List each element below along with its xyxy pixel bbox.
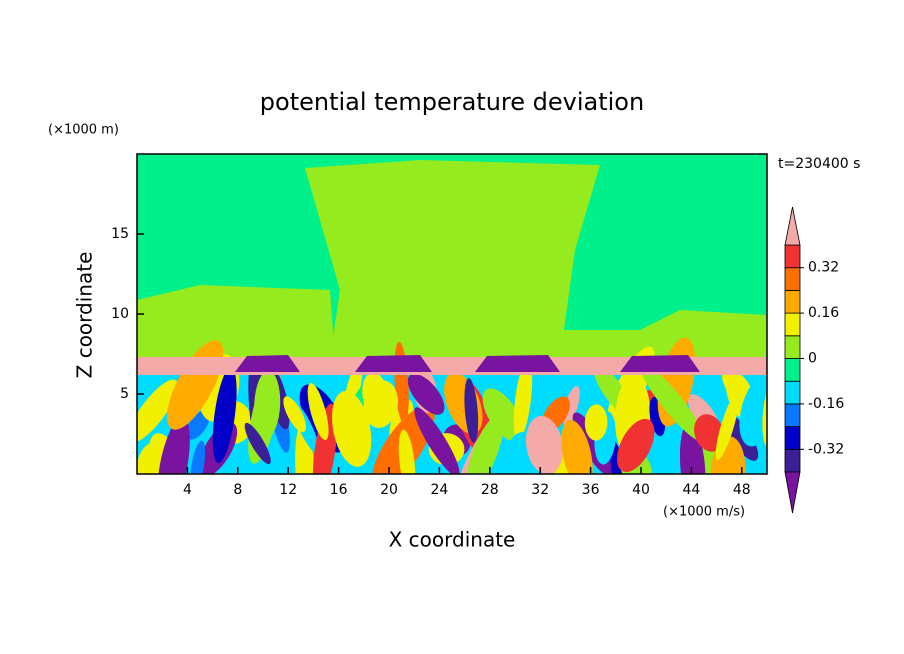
contour-region <box>561 419 593 474</box>
contour-region <box>244 422 271 465</box>
x-tick-label: 40 <box>632 482 650 498</box>
contour-region <box>584 404 608 441</box>
chart-title: potential temperature deviation <box>260 88 644 116</box>
contour-region <box>475 355 560 372</box>
contour-region <box>620 355 700 372</box>
colorbar-tick-label: 0.32 <box>808 260 839 276</box>
x-tick-label: 20 <box>380 482 398 498</box>
x-tick-label: 44 <box>682 482 700 498</box>
colorbar-box <box>784 335 801 359</box>
contour-region <box>407 373 445 415</box>
x-unit: (×1000 m/s) <box>663 505 745 520</box>
contour-region <box>185 410 210 440</box>
contour-region <box>679 422 706 474</box>
contour-region <box>190 440 206 474</box>
contour-region <box>355 355 432 372</box>
colorbar-box <box>784 448 801 473</box>
colorbar-box <box>784 244 801 269</box>
x-axis-label: X coordinate <box>389 528 516 552</box>
y-tick-label: 15 <box>111 226 129 242</box>
contour-region <box>414 407 460 474</box>
colorbar-box <box>784 426 801 450</box>
contour-region <box>482 388 524 442</box>
x-tick-label: 12 <box>279 482 297 498</box>
y-tick-label: 10 <box>111 306 129 322</box>
contour-region <box>137 379 179 443</box>
contour-region <box>363 380 398 428</box>
contour-region <box>739 372 767 447</box>
colorbar-box <box>784 289 801 314</box>
y-unit: (×1000 m) <box>48 123 119 138</box>
colorbar-tick-label: 0 <box>808 351 817 367</box>
contour-region <box>560 310 767 358</box>
colorbar-extend <box>784 471 801 514</box>
colorbar-box <box>784 403 801 427</box>
contour-region <box>464 378 479 443</box>
x-tick-label: 24 <box>430 482 448 498</box>
colorbar-box <box>784 312 801 337</box>
contour-region <box>525 416 564 474</box>
contour-region <box>513 360 533 441</box>
contour-region <box>212 367 237 464</box>
contour-region <box>254 370 281 439</box>
colorbar-tick-label: 0.16 <box>808 305 839 321</box>
contour-region <box>694 414 725 452</box>
x-tick-label: 48 <box>733 482 751 498</box>
x-tick-label: 16 <box>330 482 348 498</box>
contour-region <box>305 160 600 358</box>
contour-region <box>562 386 580 426</box>
contour-region <box>617 418 655 472</box>
contour-region <box>312 403 338 474</box>
x-tick-label: 8 <box>233 482 242 498</box>
contour-region <box>137 285 335 358</box>
colorbar-tick-label: -0.32 <box>808 441 844 457</box>
colorbar-box <box>784 358 801 382</box>
contour-field <box>137 154 767 474</box>
y-tick-label: 5 <box>120 386 129 402</box>
colorbar-box <box>784 380 801 405</box>
x-tick-label: 32 <box>531 482 549 498</box>
colorbar-tick-label: -0.16 <box>808 396 844 412</box>
x-tick-label: 4 <box>183 482 192 498</box>
x-tick-label: 28 <box>481 482 499 498</box>
contour-region <box>715 393 739 461</box>
annotation: t=230400 s <box>778 156 860 172</box>
contour-region <box>235 355 300 372</box>
colorbar-extend <box>784 206 801 246</box>
contour-region <box>283 396 307 433</box>
contour-region <box>466 415 504 474</box>
contour-region <box>307 382 329 440</box>
colorbar-box <box>784 267 801 291</box>
contour-region <box>398 429 416 474</box>
contour-region <box>639 362 705 442</box>
y-axis-label: Z coordinate <box>73 252 97 379</box>
contour-region <box>331 390 372 467</box>
contour-region <box>157 417 190 474</box>
x-tick-label: 36 <box>582 482 600 498</box>
